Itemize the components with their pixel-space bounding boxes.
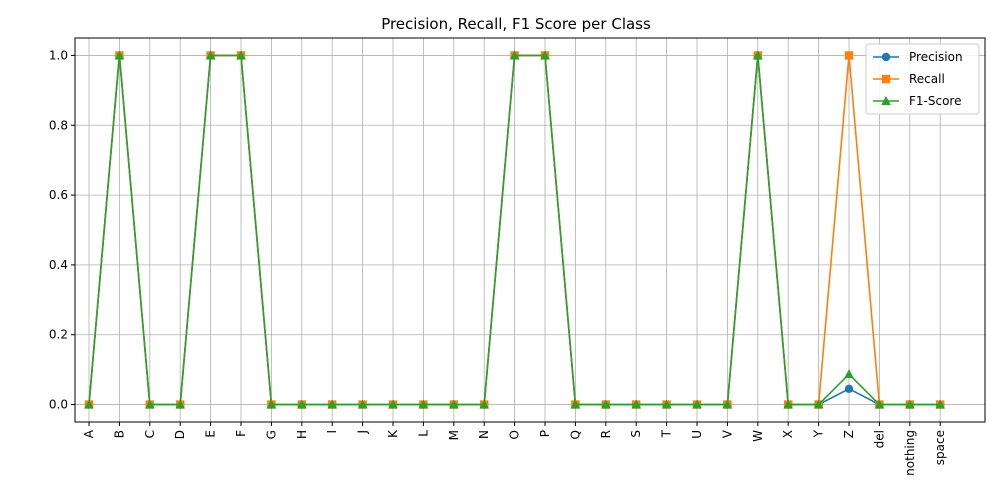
x-tick-label: E: [204, 430, 218, 438]
data-point: [540, 50, 550, 60]
data-point: [692, 399, 702, 409]
data-point: [327, 399, 337, 409]
legend: Precision Recall F1-Score: [865, 43, 980, 115]
data-point: [266, 399, 277, 409]
data-point: [357, 399, 368, 409]
data-point: [601, 399, 611, 409]
legend-marker: [881, 74, 891, 84]
data-point: [813, 399, 824, 409]
series-f1-score: [84, 50, 945, 409]
x-tick-label: M: [447, 430, 461, 440]
data-point: [783, 399, 793, 409]
x-tick-label: F: [234, 430, 248, 437]
x-tick-label: Z: [842, 430, 856, 438]
chart-title: Precision, Recall, F1 Score per Class: [381, 15, 651, 33]
x-tick-label: O: [508, 430, 522, 439]
data-point: [145, 399, 155, 409]
y-tick-label: 0.0: [49, 398, 68, 412]
legend-marker: [881, 96, 891, 105]
x-tick-label: R: [599, 430, 613, 438]
legend-box: [865, 43, 980, 115]
x-tick-label: del: [872, 430, 886, 448]
data-point: [114, 50, 125, 60]
y-tick-label: 0.4: [49, 258, 68, 272]
data-point: [175, 399, 185, 409]
data-point: [631, 399, 641, 409]
x-tick-label: V: [720, 429, 734, 438]
x-tick-label: S: [629, 430, 643, 438]
data-point: [935, 399, 945, 409]
y-tick-label: 1.0: [49, 48, 68, 62]
x-tick-label: T: [660, 429, 674, 438]
data-point: [722, 399, 733, 409]
y-tick-label: 0.8: [49, 118, 68, 132]
x-tick-label: H: [295, 430, 309, 439]
x-tick-label: P: [538, 430, 552, 437]
x-tick-label: J: [356, 430, 370, 435]
axes: 0.0 0.2 0.4 0.6 0.8 1.0 A B C D E F G H I J K L M N O P Q R S T U V…: [49, 37, 986, 476]
x-tick-label: nothing: [903, 430, 917, 476]
data-point: [844, 384, 854, 394]
x-tick-label: Y: [812, 429, 826, 438]
x-tick-label: X: [781, 430, 795, 438]
legend-label: Recall: [909, 72, 945, 86]
plot-frame: [74, 37, 986, 423]
data-point: [479, 399, 489, 409]
data-point: [905, 399, 915, 409]
x-tick-label: Q: [568, 430, 582, 439]
data-point: [388, 399, 398, 409]
x-tick-label: N: [477, 430, 491, 439]
data-point: [236, 50, 246, 60]
data-point: [509, 50, 520, 60]
x-tick-label: A: [82, 429, 96, 438]
data-point: [661, 399, 672, 409]
y-tick-label: 0.2: [49, 328, 68, 342]
data-point: [449, 399, 459, 409]
legend-item: Recall: [873, 72, 945, 86]
series-lines: [84, 50, 945, 409]
data-point: [844, 51, 854, 60]
x-tick-label: B: [112, 430, 126, 438]
x-tick-label: U: [690, 430, 704, 439]
x-tick-label: space: [933, 430, 947, 465]
data-point: [418, 399, 429, 409]
x-tick-label: K: [386, 429, 400, 438]
legend-item: F1-Score: [873, 94, 961, 108]
data-point: [84, 399, 94, 409]
x-tick-label: W: [751, 430, 765, 442]
legend-marker: [881, 52, 891, 62]
x-tick-label: G: [264, 430, 278, 439]
x-tick-label: D: [173, 430, 187, 439]
data-point: [874, 399, 885, 409]
legend-item: Precision: [873, 50, 963, 64]
data-point: [205, 50, 216, 60]
data-point: [753, 50, 763, 60]
x-tick-label: I: [325, 430, 339, 434]
x-tick-label: L: [416, 430, 430, 437]
data-point: [844, 369, 854, 379]
legend-label: F1-Score: [909, 94, 961, 108]
x-tick-label: C: [143, 430, 157, 438]
y-tick-label: 0.6: [49, 188, 68, 202]
grid-lines: [75, 38, 985, 422]
data-point: [570, 399, 581, 409]
data-point: [297, 399, 307, 409]
legend-label: Precision: [909, 50, 963, 64]
